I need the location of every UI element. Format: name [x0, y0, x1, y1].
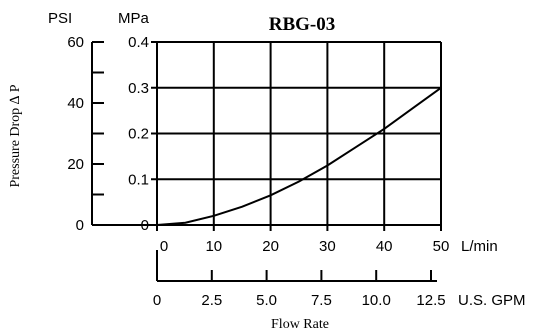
gpm-tick-label: 12.5 — [416, 292, 445, 309]
gpm-tick-label: 0 — [153, 292, 161, 309]
gpm-tick-label: 10.0 — [362, 292, 391, 309]
lpm-tick-label: 40 — [376, 238, 393, 255]
mpa-tick-label: 0.4 — [128, 34, 149, 51]
gpm-tick-label: 7.5 — [311, 292, 332, 309]
lpm-tick-label: 30 — [319, 238, 336, 255]
psi-tick-label: 60 — [67, 34, 84, 51]
series-layer — [156, 86, 442, 226]
y-axis-label: Pressure Drop ∆ P — [8, 84, 23, 187]
mpa-tick-label: 0.1 — [128, 171, 149, 188]
mpa-tick-label: 0.3 — [128, 80, 149, 97]
x-axis-label: Flow Rate — [271, 317, 329, 331]
series-line-0 — [156, 86, 442, 226]
psi-tick-label: 20 — [67, 156, 84, 173]
mpa-tick-label: 0 — [141, 217, 149, 234]
gpm-unit-label: U.S. GPM — [458, 292, 526, 309]
gpm-tick-label: 2.5 — [201, 292, 222, 309]
axes — [91, 41, 442, 282]
lpm-tick-label: 0 — [160, 238, 168, 255]
mpa-tick-label: 0.2 — [128, 126, 149, 143]
mpa-unit-label: MPa — [118, 10, 150, 27]
psi-unit-label: PSI — [48, 10, 72, 27]
psi-tick-label: 40 — [67, 95, 84, 112]
gpm-tick-label: 5.0 — [256, 292, 277, 309]
lpm-tick-label: 50 — [433, 238, 450, 255]
lpm-unit-label: L/min — [461, 238, 498, 255]
lpm-tick-label: 20 — [262, 238, 279, 255]
chart-title: RBG-03 — [269, 14, 336, 35]
psi-tick-label: 0 — [76, 217, 84, 234]
grid-lines — [157, 41, 442, 225]
lpm-tick-label: 10 — [205, 238, 222, 255]
